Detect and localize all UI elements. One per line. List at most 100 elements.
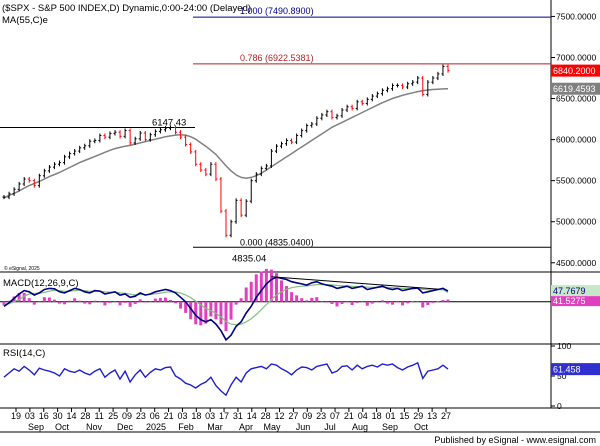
- macd-hist-bar: [128, 301, 132, 307]
- macd-hist-bar: [315, 297, 319, 302]
- month-label: Oct: [55, 422, 70, 432]
- macd-hist-bar: [98, 301, 102, 303]
- price-y-ticks: 7500.0000 7000.0000 6500.0000 6000.0000 5500…: [551, 11, 596, 268]
- watermark: © eSignal, 2025: [4, 265, 40, 272]
- macd-hist-bar: [83, 301, 87, 304]
- day-label: 28: [80, 411, 90, 421]
- macd-hist-bar: [153, 298, 157, 302]
- time-axis: 19 03 16 30 14 28 11 25 09 23 06 21 03 18 03 17 31 14 28 12…: [11, 408, 451, 432]
- macd-hist-bar: [73, 298, 77, 302]
- price-tags: 6840.2000 6619.4593: [551, 64, 600, 95]
- macd-hist-bar: [204, 301, 208, 324]
- macd-hist-bar: [360, 301, 364, 302]
- month-label: May: [263, 422, 281, 432]
- macd-lines: [3, 276, 449, 342]
- day-label: 03: [177, 411, 187, 421]
- day-label: 18: [372, 411, 382, 421]
- macd-hist-bar: [199, 301, 203, 326]
- day-label: 14: [66, 411, 76, 421]
- macd-hist-bar: [52, 299, 56, 302]
- macd-hist-bar: [254, 274, 258, 302]
- macd-hist-bar: [224, 301, 228, 332]
- day-label: 30: [53, 411, 63, 421]
- day-label: 04: [358, 411, 368, 421]
- macd-value-label: 47.7679: [553, 286, 586, 296]
- macd-hist-bar: [350, 301, 354, 306]
- macd-hist-bar: [209, 301, 213, 317]
- macd-hist-bar: [325, 301, 329, 303]
- macd-hist-bar: [335, 301, 339, 307]
- day-label: 16: [39, 411, 49, 421]
- macd-hist-bar: [158, 297, 162, 302]
- macd-hist-bar: [47, 297, 51, 302]
- month-label: 2025: [146, 422, 166, 432]
- day-label: 07: [330, 411, 340, 421]
- macd-hist-bar: [310, 297, 314, 302]
- macd-hist-bar: [63, 301, 67, 305]
- macd-hist-bar: [58, 301, 61, 304]
- macd-hist-bar: [285, 286, 289, 302]
- rsi-value-label: 61.458: [553, 365, 581, 375]
- rsi-tick-label: 0: [557, 401, 562, 411]
- macd-hist-bar: [274, 273, 278, 302]
- macd-hist-bar: [436, 301, 440, 302]
- day-label: 03: [25, 411, 35, 421]
- rsi-title: RSI(14,C): [3, 348, 45, 359]
- macd-hist-bar: [37, 301, 41, 302]
- day-label: 21: [164, 411, 174, 421]
- macd-hist-bar: [143, 301, 147, 303]
- footer-credit: Published by eSignal - www.esignal.com: [434, 435, 596, 445]
- price-tick-label: 4500.0000: [556, 258, 596, 268]
- high-annotation: 6147.43: [152, 117, 186, 128]
- day-label: 17: [219, 411, 229, 421]
- macd-hist-bar: [103, 301, 107, 306]
- day-label: 19: [11, 411, 21, 421]
- day-label: 15: [399, 411, 409, 421]
- macd-hist-bar: [229, 301, 233, 320]
- rsi-tick-label: 100: [557, 341, 571, 351]
- macd-hist-bar: [355, 301, 359, 303]
- macd-hist-bar: [234, 301, 238, 305]
- price-tick-label: 5000.0000: [556, 217, 596, 227]
- rsi-line: [3, 361, 449, 397]
- rsi-tags: 61.458: [551, 363, 600, 376]
- macd-hist-bar: [305, 300, 309, 302]
- day-label: 21: [344, 411, 354, 421]
- macd-hist-bar: [330, 301, 334, 304]
- macd-hist-bar: [32, 301, 36, 305]
- macd-hist-bar: [441, 300, 445, 302]
- day-label: 31: [233, 411, 243, 421]
- month-label: Sep: [28, 422, 44, 432]
- macd-hist-bar: [22, 292, 26, 302]
- macd-hist-bar: [123, 301, 127, 303]
- macd-hist-bar: [406, 301, 410, 304]
- day-label: 27: [288, 411, 298, 421]
- macd-hist-bar: [179, 301, 183, 309]
- day-label: 09: [302, 411, 312, 421]
- macd-hist-bar: [345, 301, 349, 303]
- fib-label-1000: 1.000 (7490.8900): [240, 6, 314, 16]
- day-label: 27: [441, 411, 451, 421]
- macd-signal-label: 41.5275: [553, 296, 586, 306]
- macd-hist-bar: [365, 301, 369, 306]
- month-label: Aug: [352, 422, 368, 432]
- macd-hist-bar: [27, 298, 31, 302]
- macd-hist-bar: [280, 280, 283, 302]
- macd-hist-bar: [431, 301, 435, 303]
- macd-hist-bar: [219, 301, 223, 325]
- day-label: 25: [108, 411, 118, 421]
- macd-signal-tag: [551, 296, 600, 307]
- macd-hist-bar: [385, 301, 389, 304]
- macd-hist-bar: [416, 301, 420, 302]
- macd-hist-bar: [68, 300, 72, 302]
- day-label: 12: [275, 411, 285, 421]
- macd-hist-bar: [113, 301, 117, 302]
- day-label: 18: [191, 411, 201, 421]
- month-label: Dec: [117, 422, 134, 432]
- macd-histogram: [0, 268, 551, 332]
- macd-value-tag: [551, 285, 600, 297]
- macd-hist-bar: [174, 301, 178, 304]
- macd-hist-bar: [300, 298, 304, 302]
